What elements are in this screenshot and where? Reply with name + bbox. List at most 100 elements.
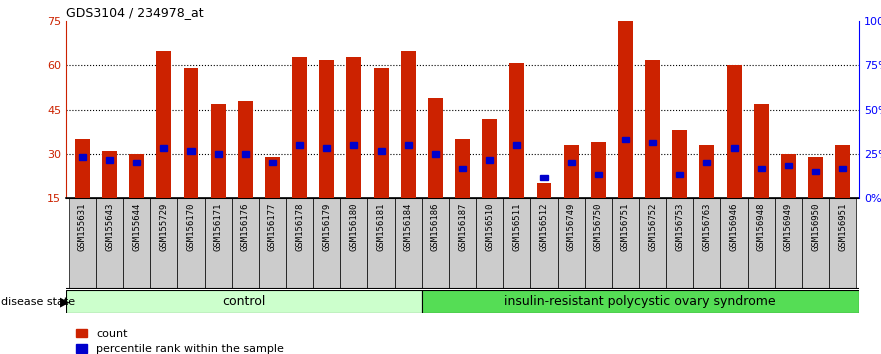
Bar bbox=[404, 143, 411, 148]
Bar bbox=[564, 145, 579, 198]
Text: GSM156510: GSM156510 bbox=[485, 203, 494, 251]
Text: GSM155631: GSM155631 bbox=[78, 203, 87, 251]
Bar bbox=[829, 198, 856, 289]
Text: GSM156753: GSM156753 bbox=[675, 203, 685, 251]
Text: GSM156752: GSM156752 bbox=[648, 203, 657, 251]
Text: GSM155643: GSM155643 bbox=[105, 203, 114, 251]
Bar bbox=[395, 198, 422, 289]
Bar bbox=[537, 183, 552, 198]
Bar bbox=[758, 166, 765, 171]
Text: GSM156178: GSM156178 bbox=[295, 203, 304, 251]
Bar bbox=[319, 59, 334, 198]
Bar bbox=[265, 157, 280, 198]
Bar bbox=[313, 198, 340, 289]
Bar bbox=[839, 166, 847, 171]
Text: GSM156179: GSM156179 bbox=[322, 203, 331, 251]
Bar bbox=[378, 148, 385, 154]
Bar bbox=[754, 104, 769, 198]
Bar bbox=[292, 57, 307, 198]
Bar bbox=[835, 145, 850, 198]
Bar bbox=[781, 154, 796, 198]
Text: GSM156511: GSM156511 bbox=[513, 203, 522, 251]
Bar bbox=[721, 198, 748, 289]
Bar bbox=[618, 21, 633, 198]
Legend: count, percentile rank within the sample: count, percentile rank within the sample bbox=[71, 324, 288, 354]
Text: insulin-resistant polycystic ovary syndrome: insulin-resistant polycystic ovary syndr… bbox=[505, 295, 776, 308]
Bar bbox=[204, 198, 232, 289]
Text: GSM156184: GSM156184 bbox=[403, 203, 412, 251]
Bar bbox=[188, 148, 195, 154]
Bar bbox=[422, 198, 449, 289]
Bar bbox=[367, 198, 395, 289]
Bar bbox=[730, 145, 737, 151]
Text: GSM156949: GSM156949 bbox=[784, 203, 793, 251]
Bar bbox=[177, 198, 204, 289]
Bar bbox=[183, 68, 198, 198]
Text: GSM156186: GSM156186 bbox=[431, 203, 440, 251]
Text: GSM155729: GSM155729 bbox=[159, 203, 168, 251]
Bar bbox=[509, 63, 524, 198]
Bar bbox=[622, 137, 629, 142]
Bar bbox=[748, 198, 774, 289]
Text: control: control bbox=[222, 295, 265, 308]
Bar bbox=[238, 101, 253, 198]
Bar bbox=[106, 157, 113, 162]
Bar bbox=[160, 145, 167, 151]
Text: GSM156951: GSM156951 bbox=[838, 203, 848, 251]
Bar bbox=[486, 157, 493, 162]
Bar bbox=[727, 65, 742, 198]
Bar bbox=[645, 59, 660, 198]
Text: GSM156749: GSM156749 bbox=[566, 203, 575, 251]
Text: GSM156176: GSM156176 bbox=[241, 203, 250, 251]
Bar bbox=[514, 143, 521, 148]
Bar bbox=[672, 130, 687, 198]
Bar bbox=[785, 163, 792, 169]
Text: GSM156181: GSM156181 bbox=[376, 203, 386, 251]
Bar bbox=[428, 98, 443, 198]
Bar bbox=[96, 198, 123, 289]
Bar bbox=[346, 57, 361, 198]
Bar bbox=[455, 139, 470, 198]
Bar bbox=[700, 145, 714, 198]
Bar bbox=[703, 160, 710, 166]
Bar bbox=[693, 198, 721, 289]
Bar bbox=[591, 142, 606, 198]
Text: GSM156171: GSM156171 bbox=[213, 203, 223, 251]
Bar bbox=[340, 198, 367, 289]
Bar bbox=[540, 175, 547, 180]
Bar bbox=[421, 290, 859, 313]
Bar bbox=[211, 104, 226, 198]
Text: GSM156170: GSM156170 bbox=[187, 203, 196, 251]
Text: GSM156180: GSM156180 bbox=[350, 203, 359, 251]
Bar bbox=[323, 145, 330, 151]
Text: GSM155644: GSM155644 bbox=[132, 203, 141, 251]
Text: GSM156950: GSM156950 bbox=[811, 203, 820, 251]
Bar bbox=[774, 198, 802, 289]
Bar bbox=[459, 166, 466, 171]
Bar bbox=[482, 119, 497, 198]
Bar bbox=[286, 198, 313, 289]
Text: GDS3104 / 234978_at: GDS3104 / 234978_at bbox=[66, 6, 204, 19]
Text: GSM156512: GSM156512 bbox=[539, 203, 549, 251]
Bar bbox=[78, 154, 85, 160]
Bar bbox=[156, 51, 171, 198]
Bar bbox=[241, 152, 248, 156]
Bar bbox=[812, 169, 819, 175]
Bar bbox=[585, 198, 612, 289]
Bar bbox=[808, 157, 823, 198]
Bar bbox=[102, 151, 117, 198]
Text: GSM156751: GSM156751 bbox=[621, 203, 630, 251]
Bar bbox=[649, 139, 656, 145]
Text: ▶: ▶ bbox=[60, 295, 70, 308]
Text: GSM156948: GSM156948 bbox=[757, 203, 766, 251]
Bar bbox=[130, 154, 144, 198]
Text: disease state: disease state bbox=[1, 297, 75, 307]
Bar bbox=[639, 198, 666, 289]
Bar bbox=[66, 290, 421, 313]
Bar bbox=[269, 160, 276, 166]
Bar bbox=[232, 198, 259, 289]
Bar bbox=[666, 198, 693, 289]
Bar bbox=[374, 68, 389, 198]
Text: GSM156750: GSM156750 bbox=[594, 203, 603, 251]
Bar bbox=[476, 198, 503, 289]
